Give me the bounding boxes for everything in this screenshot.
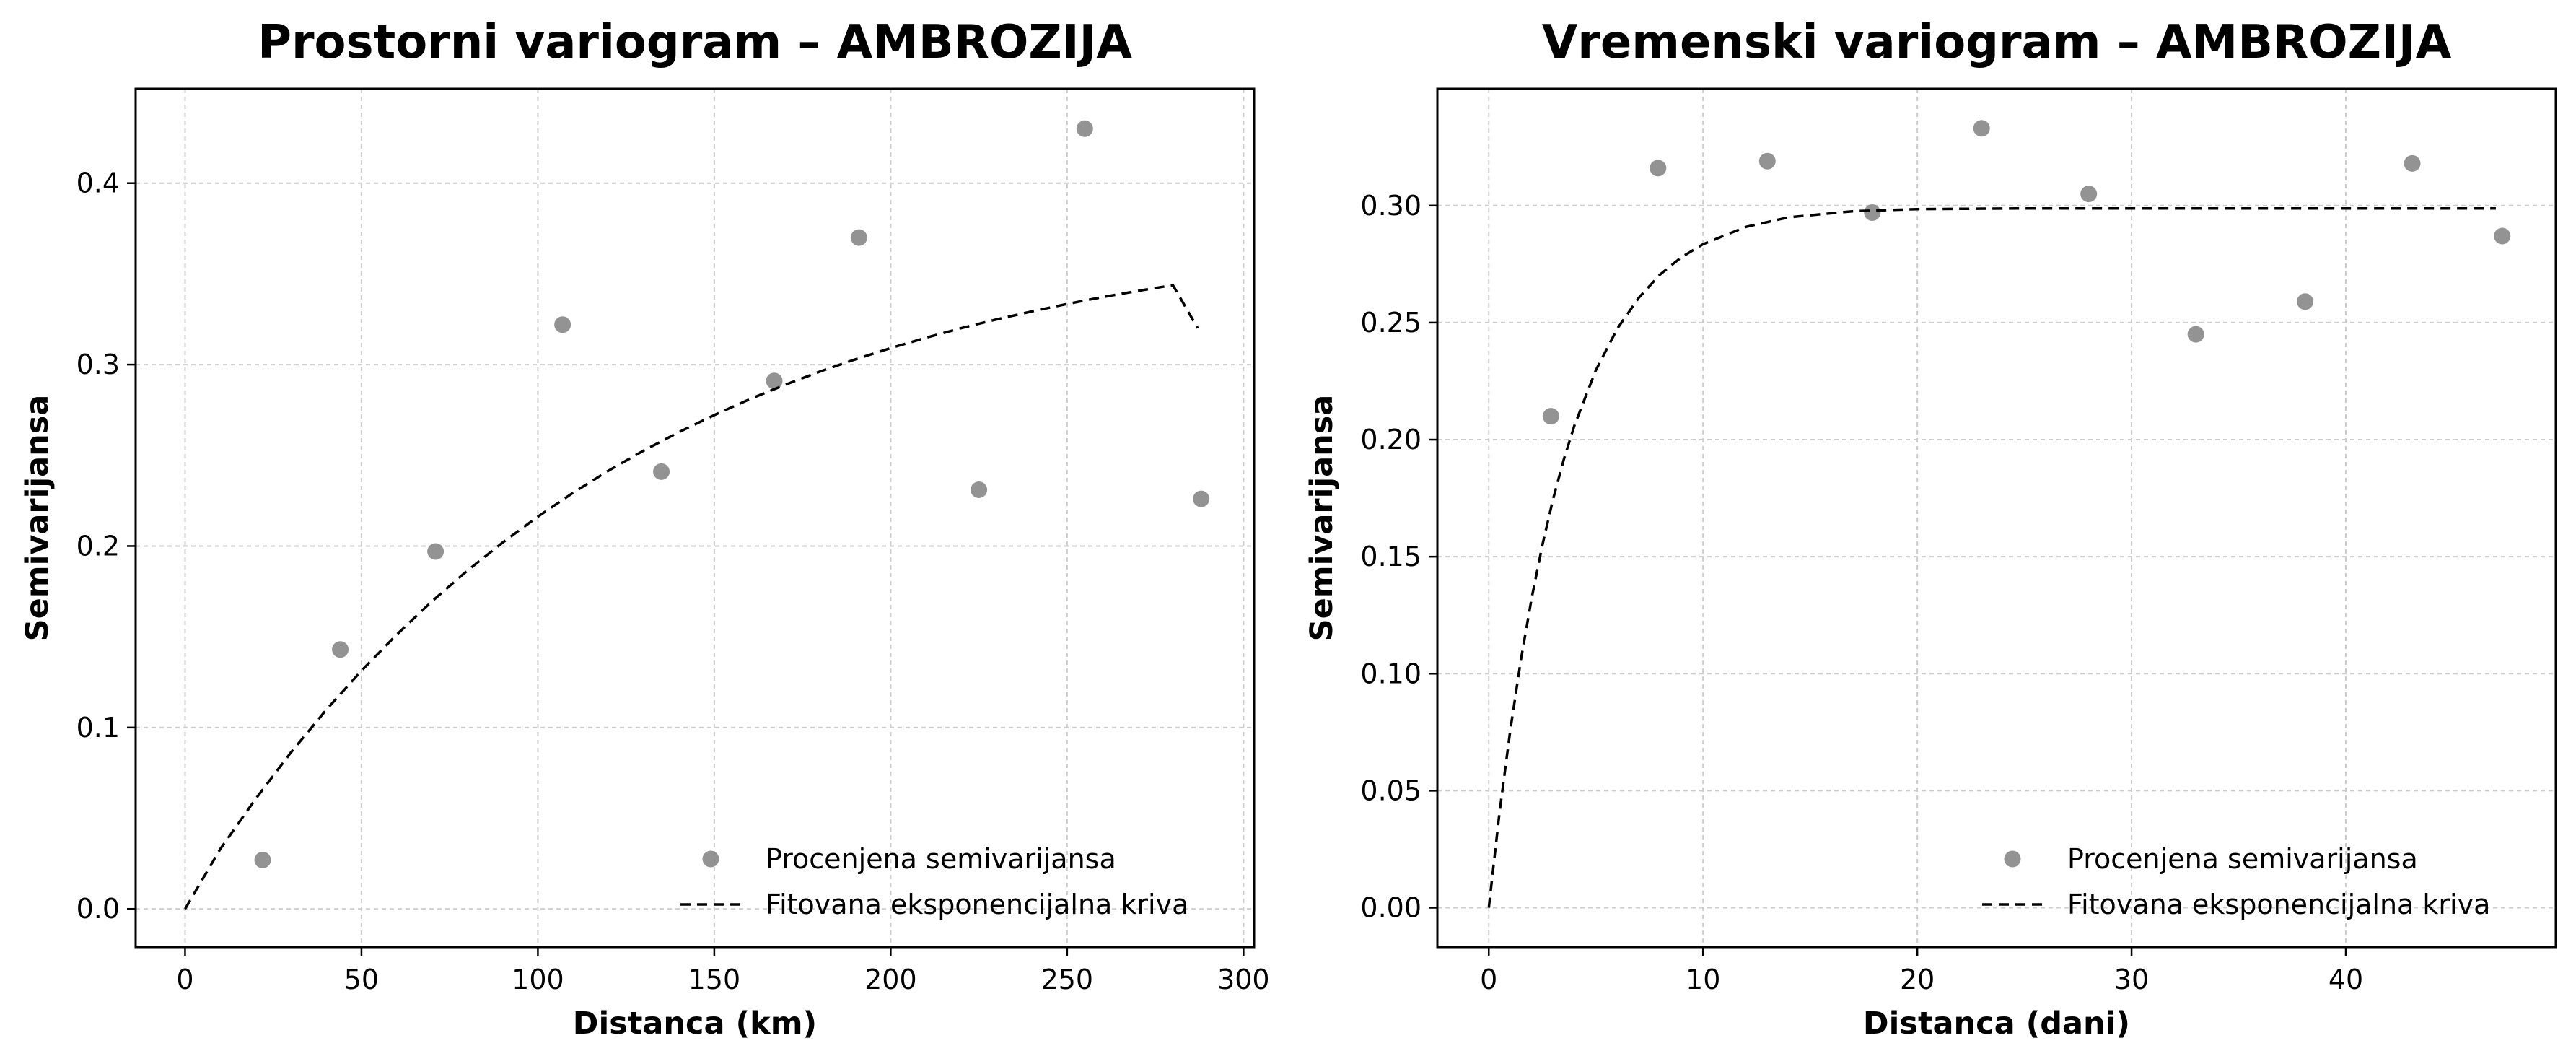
x-tick-label: 300 bbox=[1217, 964, 1270, 995]
chart-title: Prostorni variogram – AMBROZIJA bbox=[258, 16, 1132, 69]
legend-point-marker bbox=[2004, 850, 2021, 868]
x-tick-label: 30 bbox=[2114, 964, 2149, 995]
y-tick-label: 0.10 bbox=[1360, 658, 1421, 689]
temporal-variogram-chart: Vremenski variogram – AMBROZIJA 0 10 20 30 40… bbox=[1304, 16, 2557, 1042]
data-point bbox=[850, 229, 867, 246]
data-point bbox=[1542, 408, 1559, 425]
data-point bbox=[254, 851, 271, 868]
x-tick-label: 200 bbox=[864, 964, 917, 995]
spatial-variogram-chart: Prostorni variogram – AMBROZIJA 0 50 100 150… bbox=[19, 16, 1270, 1042]
data-point bbox=[1758, 152, 1776, 170]
x-tick-label: 10 bbox=[1686, 964, 1720, 995]
x-tick-label: 250 bbox=[1041, 964, 1094, 995]
legend-label: Fitovana eksponencijalna kriva bbox=[2067, 889, 2490, 920]
fitted-exponential-curve bbox=[1487, 206, 2496, 908]
y-tick-label: 0.2 bbox=[76, 530, 120, 562]
plot-frame bbox=[134, 87, 1256, 949]
data-point bbox=[1193, 490, 1210, 507]
legend-label: Procenjena semivarijansa bbox=[766, 843, 1116, 875]
data-point bbox=[427, 543, 444, 560]
data-point bbox=[1076, 120, 1093, 137]
data-point bbox=[332, 641, 349, 658]
fitted-exponential-curve bbox=[183, 284, 1199, 910]
data-point bbox=[1973, 120, 1990, 137]
y-tick-label: 0.1 bbox=[76, 712, 120, 744]
y-tick-label: 0.4 bbox=[76, 167, 120, 199]
data-point bbox=[971, 481, 988, 499]
data-point bbox=[1650, 160, 1667, 177]
x-tick-label: 50 bbox=[344, 964, 379, 995]
legend-label: Procenjena semivarijansa bbox=[2067, 843, 2418, 875]
x-tick-label: 150 bbox=[688, 964, 741, 995]
data-point bbox=[653, 463, 670, 480]
x-tick-label: 0 bbox=[1480, 964, 1497, 995]
y-tick-label: 0.30 bbox=[1360, 190, 1421, 222]
y-tick-label: 0.0 bbox=[76, 893, 120, 925]
chart-title: Vremenski variogram – AMBROZIJA bbox=[1542, 16, 2452, 69]
y-tick-label: 0.3 bbox=[76, 349, 120, 380]
y-tick-label: 0.00 bbox=[1360, 892, 1421, 924]
legend-point-marker bbox=[702, 850, 719, 868]
y-tick-label: 0.25 bbox=[1360, 307, 1421, 339]
legend-label: Fitovana eksponencijalna kriva bbox=[766, 889, 1188, 920]
legend: Procenjena semivarijansa Fitovana ekspone… bbox=[680, 843, 1188, 920]
data-point bbox=[554, 316, 571, 333]
x-tick-label: 100 bbox=[512, 964, 564, 995]
data-point bbox=[1864, 204, 1881, 222]
data-point bbox=[766, 372, 783, 390]
x-tick-label: 0 bbox=[176, 964, 193, 995]
y-tick-label: 0.20 bbox=[1360, 424, 1421, 455]
y-axis-label: Semivarijansa bbox=[1304, 395, 1340, 642]
plot-frame bbox=[1436, 87, 2557, 949]
data-point bbox=[2404, 154, 2421, 172]
data-point bbox=[2297, 293, 2314, 310]
x-axis-label: Distanca (dani) bbox=[1863, 1006, 2130, 1042]
x-tick-label: 40 bbox=[2329, 964, 2363, 995]
x-axis-label: Distanca (km) bbox=[573, 1006, 817, 1042]
data-point bbox=[2187, 326, 2204, 343]
data-point bbox=[2494, 227, 2511, 245]
y-tick-label: 0.15 bbox=[1360, 541, 1421, 572]
legend: Procenjena semivarijansa Fitovana ekspone… bbox=[1982, 843, 2490, 920]
y-axis-label: Semivarijansa bbox=[19, 395, 56, 642]
data-point bbox=[2080, 186, 2098, 203]
y-tick-label: 0.05 bbox=[1360, 775, 1421, 806]
x-tick-label: 20 bbox=[1900, 964, 1935, 995]
